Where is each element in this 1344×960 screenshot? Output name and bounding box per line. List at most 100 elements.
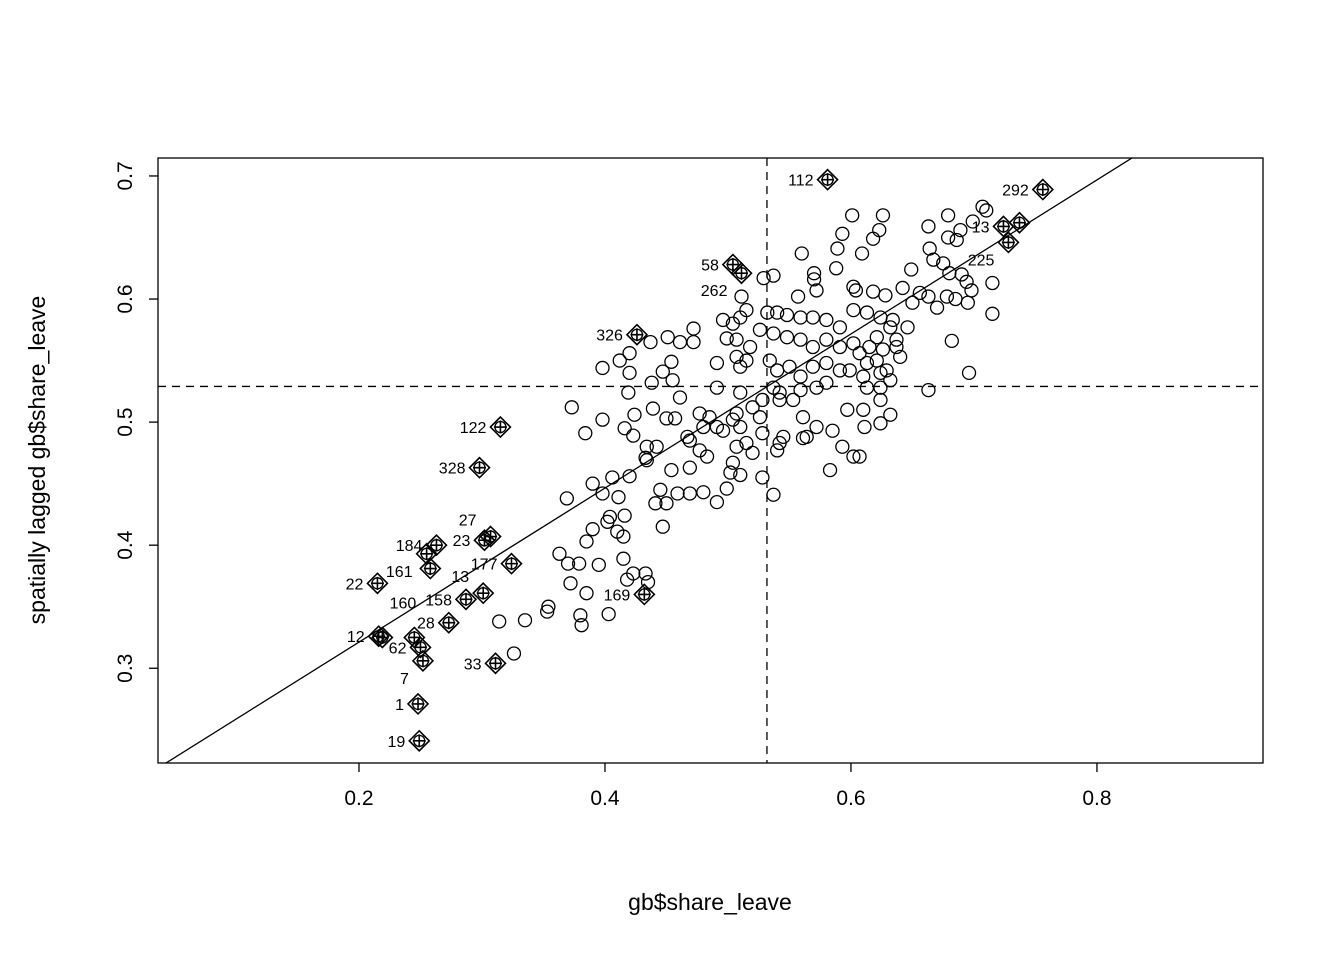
data-point bbox=[926, 252, 941, 267]
point-label: 225 bbox=[968, 252, 995, 269]
data-point bbox=[832, 363, 848, 378]
influential-point-circle bbox=[424, 562, 437, 575]
data-point bbox=[819, 312, 834, 328]
data-point bbox=[605, 470, 620, 485]
data-point bbox=[686, 321, 701, 336]
data-point bbox=[857, 419, 872, 435]
influential-point bbox=[633, 583, 656, 606]
data-point bbox=[846, 449, 861, 464]
point-label: 262 bbox=[701, 283, 728, 300]
data-point bbox=[645, 401, 661, 416]
data-point bbox=[809, 419, 824, 435]
data-point bbox=[869, 330, 884, 345]
data-point bbox=[872, 222, 887, 238]
point-label: 326 bbox=[596, 328, 623, 345]
data-point bbox=[940, 208, 956, 223]
influential-point bbox=[425, 534, 448, 557]
data-point bbox=[640, 574, 656, 590]
data-point bbox=[873, 310, 888, 325]
data-point bbox=[617, 421, 632, 436]
data-point bbox=[770, 443, 785, 458]
data-point bbox=[835, 439, 850, 454]
data-point bbox=[809, 380, 824, 395]
influential-point bbox=[409, 636, 432, 659]
data-point bbox=[564, 400, 579, 415]
data-point bbox=[846, 279, 861, 294]
data-point bbox=[649, 439, 664, 454]
data-point bbox=[648, 496, 663, 511]
data-point bbox=[762, 353, 777, 368]
influential-point bbox=[625, 323, 649, 346]
influential-point-circle bbox=[638, 588, 651, 601]
data-point bbox=[772, 392, 787, 408]
data-point bbox=[729, 406, 744, 421]
data-point bbox=[755, 426, 770, 441]
influential-point-circle bbox=[459, 593, 473, 606]
data-point bbox=[830, 241, 845, 256]
data-point bbox=[782, 359, 797, 374]
x-tick-label: 0.8 bbox=[1082, 787, 1111, 810]
data-point bbox=[790, 289, 806, 304]
data-point bbox=[680, 429, 695, 445]
influential-point bbox=[408, 729, 431, 752]
point-label: 1 bbox=[395, 697, 404, 714]
influential-point-circle bbox=[413, 734, 426, 747]
point-label: 177 bbox=[471, 557, 498, 574]
data-point bbox=[979, 203, 994, 218]
data-point bbox=[719, 331, 734, 346]
data-point bbox=[900, 320, 915, 335]
point-label: 161 bbox=[386, 564, 413, 581]
data-point bbox=[733, 385, 748, 400]
influential-point-circle bbox=[1002, 236, 1015, 249]
influential-point-circle bbox=[477, 587, 490, 600]
point-label: 58 bbox=[701, 258, 719, 275]
data-point bbox=[779, 307, 795, 323]
data-point bbox=[944, 333, 959, 349]
data-point bbox=[961, 365, 977, 381]
data-point bbox=[921, 219, 936, 234]
data-point bbox=[760, 305, 775, 320]
influential-point bbox=[730, 262, 753, 285]
point-label: 160 bbox=[390, 596, 417, 613]
data-point bbox=[659, 411, 674, 426]
data-point bbox=[653, 482, 668, 497]
data-point bbox=[889, 332, 904, 347]
data-point bbox=[638, 450, 653, 465]
data-point bbox=[859, 355, 875, 371]
data-point bbox=[643, 334, 658, 350]
influential-point bbox=[411, 649, 435, 672]
x-axis-title: gb$share_leave bbox=[628, 889, 792, 915]
data-point bbox=[709, 355, 725, 371]
data-point bbox=[682, 460, 697, 475]
data-point bbox=[563, 576, 578, 591]
data-point bbox=[733, 359, 748, 374]
data-point bbox=[793, 332, 808, 347]
data-point bbox=[793, 310, 808, 325]
data-point bbox=[602, 509, 618, 525]
data-point bbox=[921, 289, 936, 304]
influential-point bbox=[468, 456, 491, 479]
data-point bbox=[692, 406, 707, 421]
data-point bbox=[492, 614, 507, 629]
influential-point bbox=[1008, 211, 1031, 234]
data-point bbox=[579, 534, 594, 549]
data-point bbox=[805, 310, 820, 325]
point-label: 23 bbox=[453, 533, 471, 550]
x-tick-label: 0.4 bbox=[590, 787, 620, 810]
data-point bbox=[571, 556, 587, 571]
influential-point bbox=[437, 611, 460, 634]
data-point bbox=[840, 402, 855, 417]
data-point bbox=[842, 363, 857, 378]
data-point bbox=[846, 302, 861, 318]
regression-line bbox=[164, 158, 1134, 763]
data-point bbox=[723, 465, 738, 480]
data-point bbox=[846, 336, 861, 351]
data-point bbox=[883, 373, 898, 388]
data-point bbox=[578, 426, 593, 441]
data-point bbox=[875, 208, 891, 223]
data-point bbox=[742, 339, 758, 355]
data-point bbox=[670, 486, 685, 501]
data-point bbox=[709, 380, 725, 395]
data-point bbox=[622, 469, 637, 484]
y-tick-label: 0.5 bbox=[114, 408, 137, 437]
